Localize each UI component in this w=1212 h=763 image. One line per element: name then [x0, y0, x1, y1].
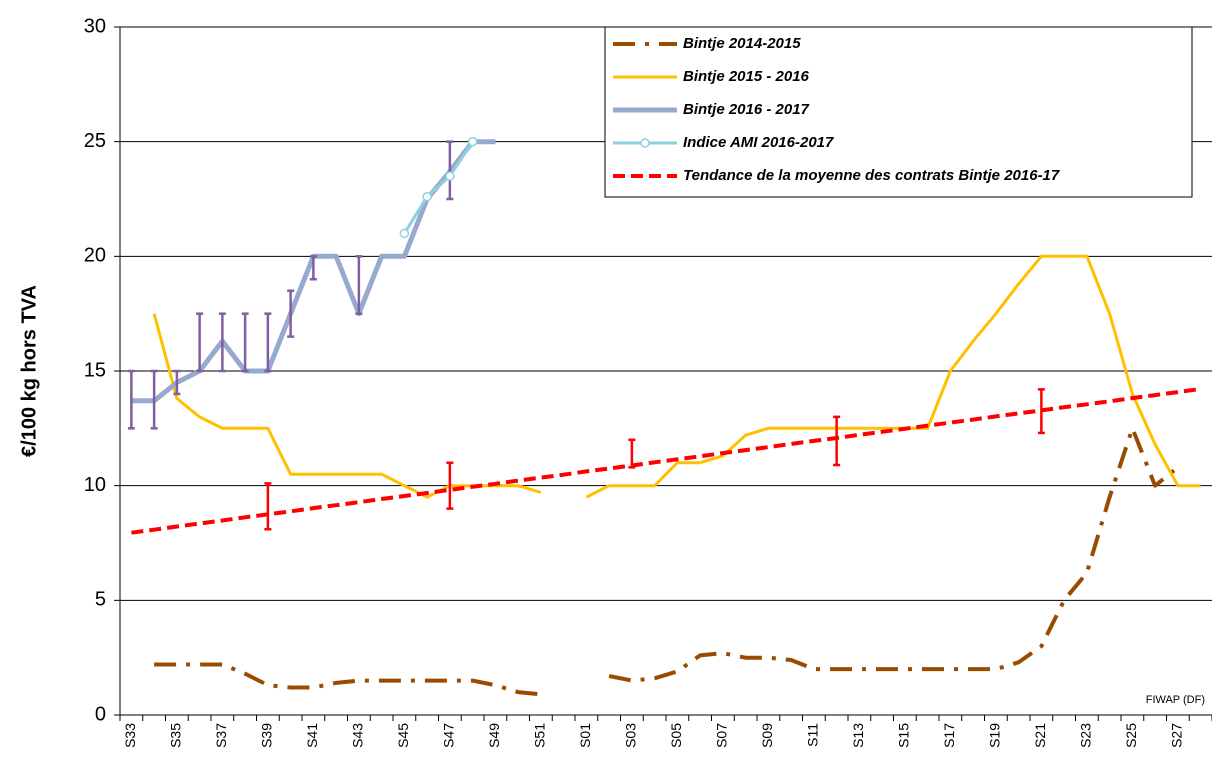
x-tick-label: S09	[759, 723, 775, 748]
x-tick-label: S35	[168, 723, 184, 748]
x-tick-label: S05	[668, 723, 684, 748]
legend-label: Indice AMI 2016-2017	[683, 134, 834, 151]
legend-label: Bintje 2014-2015	[683, 35, 801, 52]
legend-label: Bintje 2016 - 2017	[683, 101, 810, 118]
range-bar	[833, 415, 841, 467]
point-marker	[422, 191, 432, 202]
y-tick-label: 10	[84, 474, 106, 496]
legend-label: Tendance de la moyenne des contrats Bint…	[683, 167, 1060, 184]
x-tick-label: S11	[805, 723, 821, 747]
x-tick-label: S21	[1032, 723, 1048, 748]
x-tick-label: S13	[850, 723, 866, 748]
x-tick-label: S23	[1078, 723, 1094, 748]
range-bar	[287, 289, 295, 338]
point-marker	[399, 228, 410, 239]
x-tick-label: S19	[987, 723, 1003, 748]
x-tick-label: S47	[441, 723, 457, 748]
x-tick-label: S49	[486, 723, 502, 748]
y-tick-label: 25	[84, 130, 106, 152]
x-tick-label: S39	[259, 723, 275, 748]
y-tick-label: 20	[84, 245, 106, 267]
range-bar	[628, 438, 636, 469]
x-tick-label: S43	[350, 723, 366, 748]
legend-label: Bintje 2015 - 2016	[683, 68, 810, 85]
x-tick-label: S51	[532, 723, 548, 748]
y-axis-label: €/100 kg hors TVA	[18, 285, 40, 457]
point-marker	[467, 136, 478, 147]
x-tick-label: S33	[122, 723, 138, 748]
range-bar	[150, 369, 158, 430]
y-tick-label: 0	[95, 703, 106, 725]
x-tick-label: S03	[623, 723, 639, 748]
series-line	[403, 140, 474, 235]
point-marker	[445, 171, 455, 181]
range-bar	[264, 482, 272, 531]
range-bar	[1037, 388, 1045, 435]
range-bar	[309, 255, 317, 281]
series-line	[154, 426, 1180, 697]
x-tick-label: S01	[577, 723, 593, 748]
x-tick-label: S25	[1123, 723, 1139, 748]
y-tick-label: 5	[95, 589, 106, 611]
range-bar	[218, 312, 226, 373]
legend-box	[604, 26, 1193, 198]
annotation: FIWAP (DF)	[1146, 694, 1205, 706]
y-tick-label: 30	[84, 15, 106, 37]
legend-marker	[640, 138, 650, 148]
range-bar	[241, 312, 249, 373]
x-tick-label: S41	[304, 723, 320, 748]
range-bar	[196, 312, 204, 373]
x-tick-label: S37	[213, 723, 229, 748]
x-tick-label: S45	[395, 723, 411, 748]
x-tick-label: S15	[896, 723, 912, 748]
y-tick-label: 15	[84, 359, 106, 381]
range-bar	[446, 461, 454, 510]
range-bar	[264, 312, 272, 373]
x-tick-label: S27	[1169, 723, 1185, 748]
range-bar	[173, 369, 181, 396]
range-bar	[355, 255, 363, 315]
x-tick-label: S17	[941, 723, 957, 748]
x-tick-label: S07	[714, 723, 730, 748]
range-bar	[446, 140, 454, 201]
range-bar	[127, 369, 135, 430]
